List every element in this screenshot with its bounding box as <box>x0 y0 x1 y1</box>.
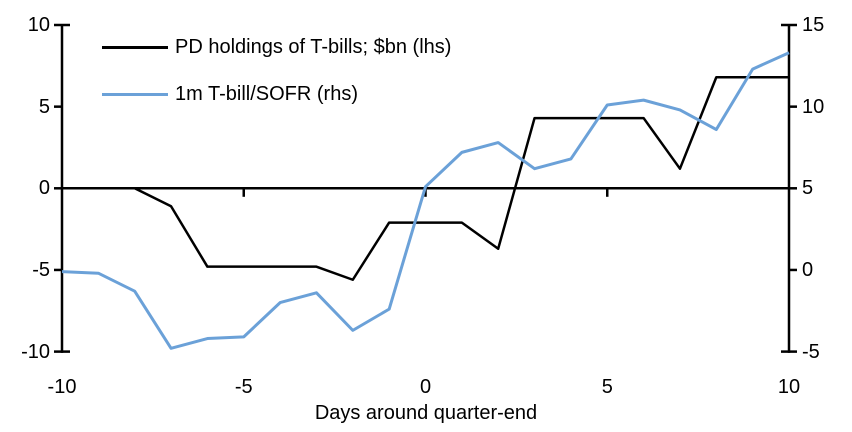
left-axis-tick-label: 0 <box>38 177 50 200</box>
x-axis-title: Days around quarter-end <box>314 402 538 424</box>
legend-item-pd-holdings: PD holdings of T-bills; $bn (lhs) <box>102 36 451 58</box>
series-line-tbill-sofr <box>61 51 790 350</box>
right-axis-tick-label: -5 <box>802 340 820 363</box>
legend-line-sample-black <box>102 45 168 49</box>
legend-label-pd-holdings: PD holdings of T-bills; $bn (lhs) <box>175 35 452 58</box>
left-axis-tick-label: -10 <box>21 340 50 363</box>
right-axis-tick-label: 5 <box>802 177 814 200</box>
legend-label-tbill-sofr: 1m T-bill/SOFR (rhs) <box>175 82 358 105</box>
left-axis-tick-label: 10 <box>27 14 50 36</box>
x-axis-tick-label: -10 <box>47 376 77 398</box>
right-axis-tick-label: 15 <box>802 14 825 36</box>
x-axis-tick-label: -5 <box>234 376 253 398</box>
legend-item-tbill-sofr: 1m T-bill/SOFR (rhs) <box>102 83 358 105</box>
left-axis-tick-label: 5 <box>38 95 50 118</box>
legend-line-sample-blue <box>102 92 168 96</box>
right-axis-tick-label: 10 <box>802 95 825 118</box>
x-axis-tick-label: 10 <box>777 376 801 398</box>
x-axis-tick-label: 5 <box>601 376 613 398</box>
series-line-pd-holdings <box>62 76 789 281</box>
right-axis-tick-label: 0 <box>802 258 814 281</box>
x-axis-tick-label: 0 <box>419 376 432 398</box>
left-axis-tick-label: -5 <box>32 258 50 281</box>
